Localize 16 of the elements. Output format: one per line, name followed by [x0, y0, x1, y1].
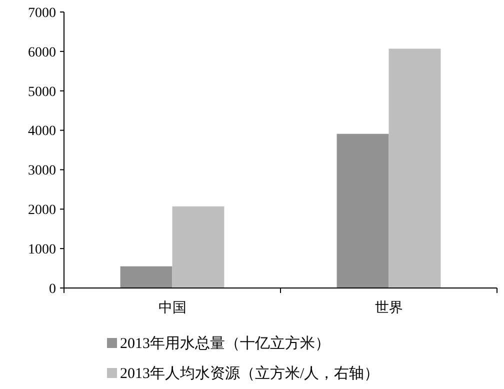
y-tick-label: 7000: [28, 6, 56, 21]
bar: [120, 266, 172, 288]
y-tick-label: 4000: [28, 124, 56, 140]
y-tick-label: 6000: [28, 45, 56, 60]
legend-label: 2013年用水总量（十亿立方米）: [120, 335, 330, 352]
bar: [388, 48, 441, 288]
y-tick-label: 0: [49, 282, 56, 297]
bar: [336, 134, 389, 288]
y-tick-label: 2000: [28, 203, 56, 218]
legend-label: 2013年人均水资源（立方米/人，右轴）: [120, 365, 380, 382]
x-tick-label: 世界: [374, 300, 403, 316]
x-tick-label: 中国: [158, 300, 186, 316]
y-tick-label: 5000: [28, 84, 56, 100]
bar: [172, 206, 224, 288]
y-tick-label: 3000: [28, 164, 56, 179]
y-tick-label: 1000: [28, 242, 56, 258]
